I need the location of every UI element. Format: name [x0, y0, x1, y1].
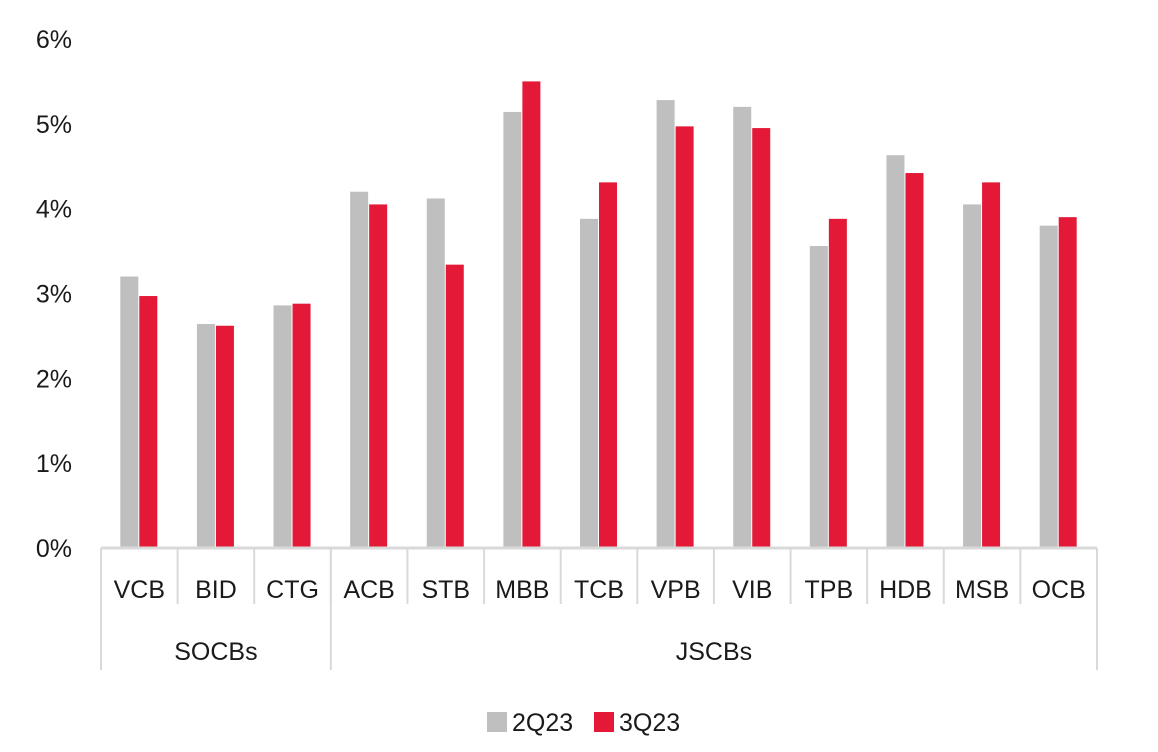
x-axis: VCB BID CTG ACB STB MBB TCB VPB VIB TPB HDB MSB OCB S… [100, 546, 1098, 670]
y-tick-label: 3% [36, 281, 72, 309]
legend-label: 2Q23 [512, 709, 573, 737]
bars [120, 81, 1077, 549]
x-tick-label: VIB [732, 576, 772, 604]
x-tick-label: BID [195, 576, 237, 604]
y-tick-label: 0% [36, 535, 72, 563]
bar-3q23-stb [445, 264, 464, 548]
legend: 2Q23 3Q23 [487, 709, 680, 737]
bar-2q23-msb [963, 204, 982, 549]
x-tick-label: TPB [805, 576, 854, 604]
y-tick-label: 2% [36, 365, 72, 393]
bar-2q23-hdb [886, 155, 905, 548]
bar-3q23-mbb [522, 81, 541, 549]
bar-3q23-vcb [139, 296, 158, 548]
bar-2q23-ctg [273, 305, 292, 548]
bar-3q23-msb [982, 182, 1001, 548]
bar-3q23-vib [752, 128, 771, 548]
x-tick-label: CTG [266, 576, 319, 604]
bar-2q23-stb [426, 198, 445, 548]
bar-2q23-tcb [580, 218, 598, 548]
bar-3q23-tpb [828, 218, 847, 548]
x-tick-label: ACB [343, 576, 394, 604]
bar-3q23-tcb [599, 182, 617, 548]
bar-2q23-vpb [656, 100, 675, 548]
y-axis: 0% 1% 2% 3% 4% 5% 6% [36, 26, 72, 563]
bar-3q23-bid [215, 325, 234, 548]
bar-3q23-ctg [292, 303, 311, 548]
bar-2q23-vcb [120, 276, 139, 548]
y-tick-label: 1% [36, 450, 72, 478]
bar-2q23-acb [350, 191, 369, 548]
x-tick-label: STB [421, 576, 470, 604]
bar-3q23-vpb [675, 126, 694, 549]
bar-2q23-ocb [1039, 225, 1058, 548]
bar-2q23-tpb [809, 245, 828, 548]
group-label: SOCBs [174, 638, 257, 666]
bar-2q23-mbb [503, 111, 522, 548]
x-tick-label: VPB [651, 576, 701, 604]
group-label: JSCBs [676, 638, 752, 666]
y-tick-label: 6% [36, 26, 72, 54]
x-tick-label: VCB [114, 576, 165, 604]
bar-3q23-acb [369, 204, 388, 549]
legend-swatch-3q23 [594, 712, 614, 732]
y-tick-label: 5% [36, 111, 72, 139]
x-tick-label: MBB [495, 576, 549, 604]
x-tick-label: TCB [574, 576, 624, 604]
x-tick-label: HDB [879, 576, 932, 604]
bar-3q23-hdb [905, 173, 924, 548]
bar-2q23-vib [733, 106, 752, 548]
bar-3q23-ocb [1058, 217, 1077, 548]
legend-swatch-2q23 [487, 712, 507, 732]
legend-label: 3Q23 [619, 709, 680, 737]
x-tick-label: OCB [1032, 576, 1086, 604]
bar-2q23-bid [196, 324, 215, 548]
y-tick-label: 4% [36, 196, 72, 224]
x-tick-label: MSB [955, 576, 1009, 604]
